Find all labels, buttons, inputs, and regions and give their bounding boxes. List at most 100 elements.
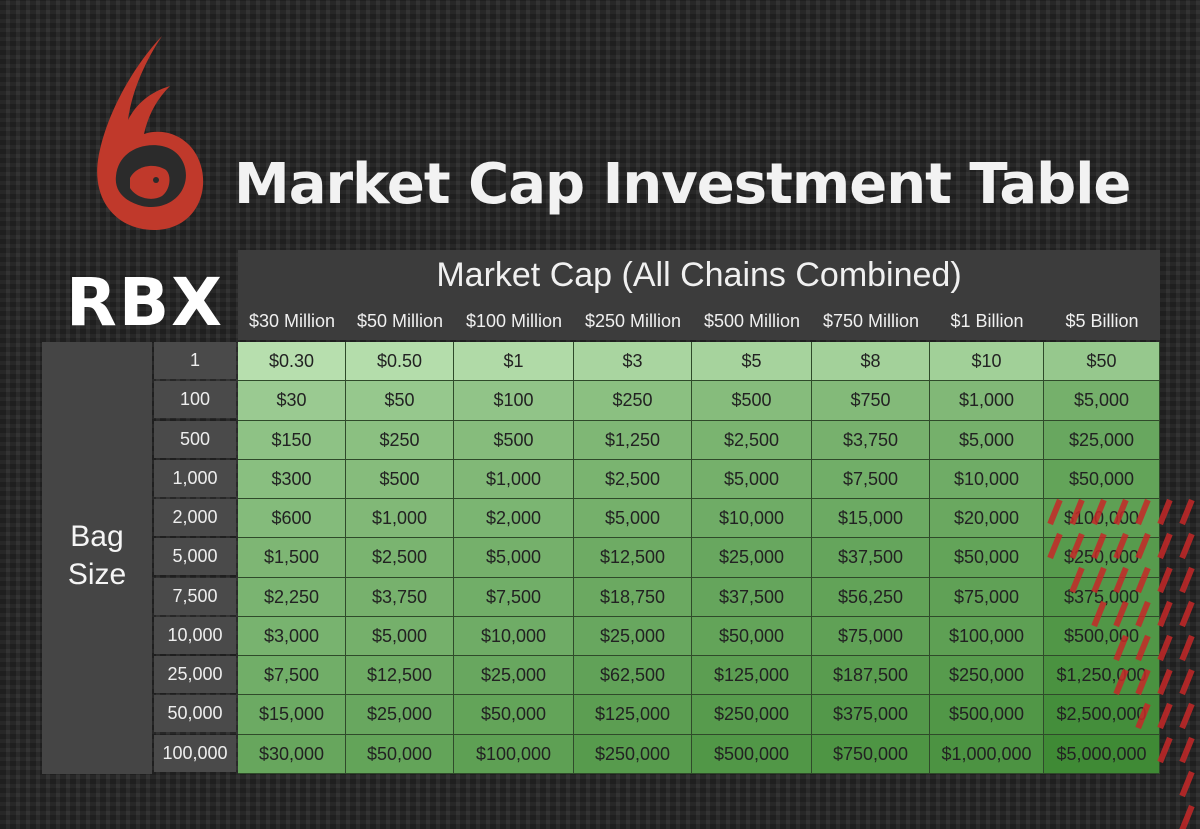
table-cell: $2,000 bbox=[454, 499, 574, 539]
table-cell: $18,750 bbox=[574, 577, 692, 617]
column-header: $500 Million bbox=[703, 311, 801, 331]
table-cell: $500 bbox=[346, 459, 454, 500]
table-cell: $7,500 bbox=[238, 656, 346, 696]
table-cell: $25,000 bbox=[454, 656, 574, 696]
table-cell: $12,500 bbox=[574, 538, 692, 578]
table-cell: $250 bbox=[574, 381, 692, 421]
table-cell: $5,000 bbox=[692, 459, 812, 500]
row-header: 7,500 bbox=[154, 577, 236, 615]
table-cell: $150 bbox=[238, 420, 346, 460]
table-cell: $5,000 bbox=[574, 499, 692, 539]
table-cell: $750,000 bbox=[812, 734, 930, 774]
table-cell: $500 bbox=[692, 381, 812, 421]
market-cap-header: Market Cap (All Chains Combined) $30 Mil… bbox=[238, 250, 1160, 340]
table-cell: $25,000 bbox=[692, 538, 812, 578]
table-cell: $5,000 bbox=[1044, 381, 1160, 421]
red-stripe bbox=[1091, 532, 1107, 560]
table-cell: $1,000,000 bbox=[930, 734, 1044, 774]
red-stripe bbox=[1091, 600, 1107, 628]
column-header: $100 Million bbox=[465, 311, 563, 331]
table-cell: $25,000 bbox=[574, 616, 692, 657]
table-cell: $30,000 bbox=[238, 734, 346, 774]
table-cell: $600 bbox=[238, 499, 346, 539]
table-cell: $125,000 bbox=[574, 695, 692, 735]
table-cell: $7,500 bbox=[812, 459, 930, 500]
row-header: 100,000 bbox=[154, 734, 236, 772]
red-stripe bbox=[1157, 736, 1173, 764]
table-cell: $375,000 bbox=[812, 695, 930, 735]
column-header: $5 Billion bbox=[1065, 311, 1139, 331]
red-stripe bbox=[1135, 499, 1151, 526]
table-cell: $37,500 bbox=[812, 538, 930, 578]
table-cell: $500,000 bbox=[692, 734, 812, 774]
red-stripe bbox=[1091, 499, 1107, 526]
table-cell: $10,000 bbox=[454, 616, 574, 657]
table-cell: $250 bbox=[346, 420, 454, 460]
investment-table: $0.30 $0.50 $1 $3 $5 $8 $10 $50 $30 $50 $100 $250 $5… bbox=[238, 342, 1160, 774]
table-cell: $125,000 bbox=[692, 656, 812, 696]
table-cell: $25,000 bbox=[346, 695, 454, 735]
row-header: 50,000 bbox=[154, 695, 236, 733]
table-cell: $75,000 bbox=[812, 616, 930, 657]
row-header: 1,000 bbox=[154, 459, 236, 497]
bag-size-label: Bag Size bbox=[42, 518, 152, 594]
table-cell: $100,000 bbox=[930, 616, 1044, 657]
red-stripe bbox=[1091, 566, 1107, 594]
table-cell: $1,500 bbox=[238, 538, 346, 578]
table-cell: $5,000 bbox=[454, 538, 574, 578]
table-cell: $12,500 bbox=[346, 656, 454, 696]
table-cell: $8 bbox=[812, 342, 930, 382]
table-cell: $3 bbox=[574, 342, 692, 382]
row-header: 5,000 bbox=[154, 538, 236, 576]
table-cell: $2,500 bbox=[692, 420, 812, 460]
column-header: $1 Billion bbox=[950, 311, 1024, 331]
red-stripe bbox=[1135, 600, 1151, 628]
table-cell: $0.50 bbox=[346, 342, 454, 382]
rbx-logo: RBX bbox=[60, 30, 222, 336]
table-cell: $1,000 bbox=[346, 499, 454, 539]
red-stripe bbox=[1157, 600, 1173, 628]
row-header: 500 bbox=[154, 420, 236, 458]
red-stripe bbox=[1135, 566, 1151, 594]
table-cell: $30 bbox=[238, 381, 346, 421]
table-cell: $5 bbox=[692, 342, 812, 382]
table-cell: $10,000 bbox=[692, 499, 812, 539]
red-stripe bbox=[1157, 668, 1173, 696]
red-stripe bbox=[1135, 702, 1151, 730]
market-cap-header-title: Market Cap (All Chains Combined) bbox=[436, 256, 962, 294]
table-cell: $56,250 bbox=[812, 577, 930, 617]
table-cell: $25,000 bbox=[1044, 420, 1160, 460]
red-stripe bbox=[1157, 499, 1173, 526]
red-stripe bbox=[1113, 668, 1129, 696]
table-cell: $50,000 bbox=[346, 734, 454, 774]
table-cell: $300 bbox=[238, 459, 346, 500]
table-cell: $500,000 bbox=[930, 695, 1044, 735]
red-stripe bbox=[1157, 532, 1173, 560]
column-headers: $30 Million $50 Million $100 Million $250 M… bbox=[238, 302, 1160, 340]
table-cell: $5,000 bbox=[346, 616, 454, 657]
table-cell: $62,500 bbox=[574, 656, 692, 696]
table-cell: $20,000 bbox=[930, 499, 1044, 539]
row-header: 25,000 bbox=[154, 656, 236, 694]
red-stripe bbox=[1047, 532, 1063, 560]
table-cell: $5,000 bbox=[930, 420, 1044, 460]
table-cell: $15,000 bbox=[238, 695, 346, 735]
row-header: 1 bbox=[154, 342, 236, 379]
table-cell: $100,000 bbox=[454, 734, 574, 774]
red-stripe bbox=[1179, 770, 1195, 798]
table-cell: $37,500 bbox=[692, 577, 812, 617]
red-stripe bbox=[1113, 566, 1129, 594]
column-header: $30 Million bbox=[248, 311, 336, 331]
table-cell: $7,500 bbox=[454, 577, 574, 617]
bag-size-panel: Bag Size bbox=[42, 342, 152, 774]
table-cell: $1,000 bbox=[454, 459, 574, 500]
column-header: $50 Million bbox=[356, 311, 444, 331]
table-cell: $50,000 bbox=[930, 538, 1044, 578]
red-stripe bbox=[1179, 634, 1195, 662]
red-stripe bbox=[1157, 566, 1173, 594]
table-cell: $250,000 bbox=[692, 695, 812, 735]
table-cell: $2,500 bbox=[346, 538, 454, 578]
red-stripe bbox=[1179, 499, 1195, 526]
red-stripe bbox=[1179, 702, 1195, 730]
table-cell: $50,000 bbox=[692, 616, 812, 657]
